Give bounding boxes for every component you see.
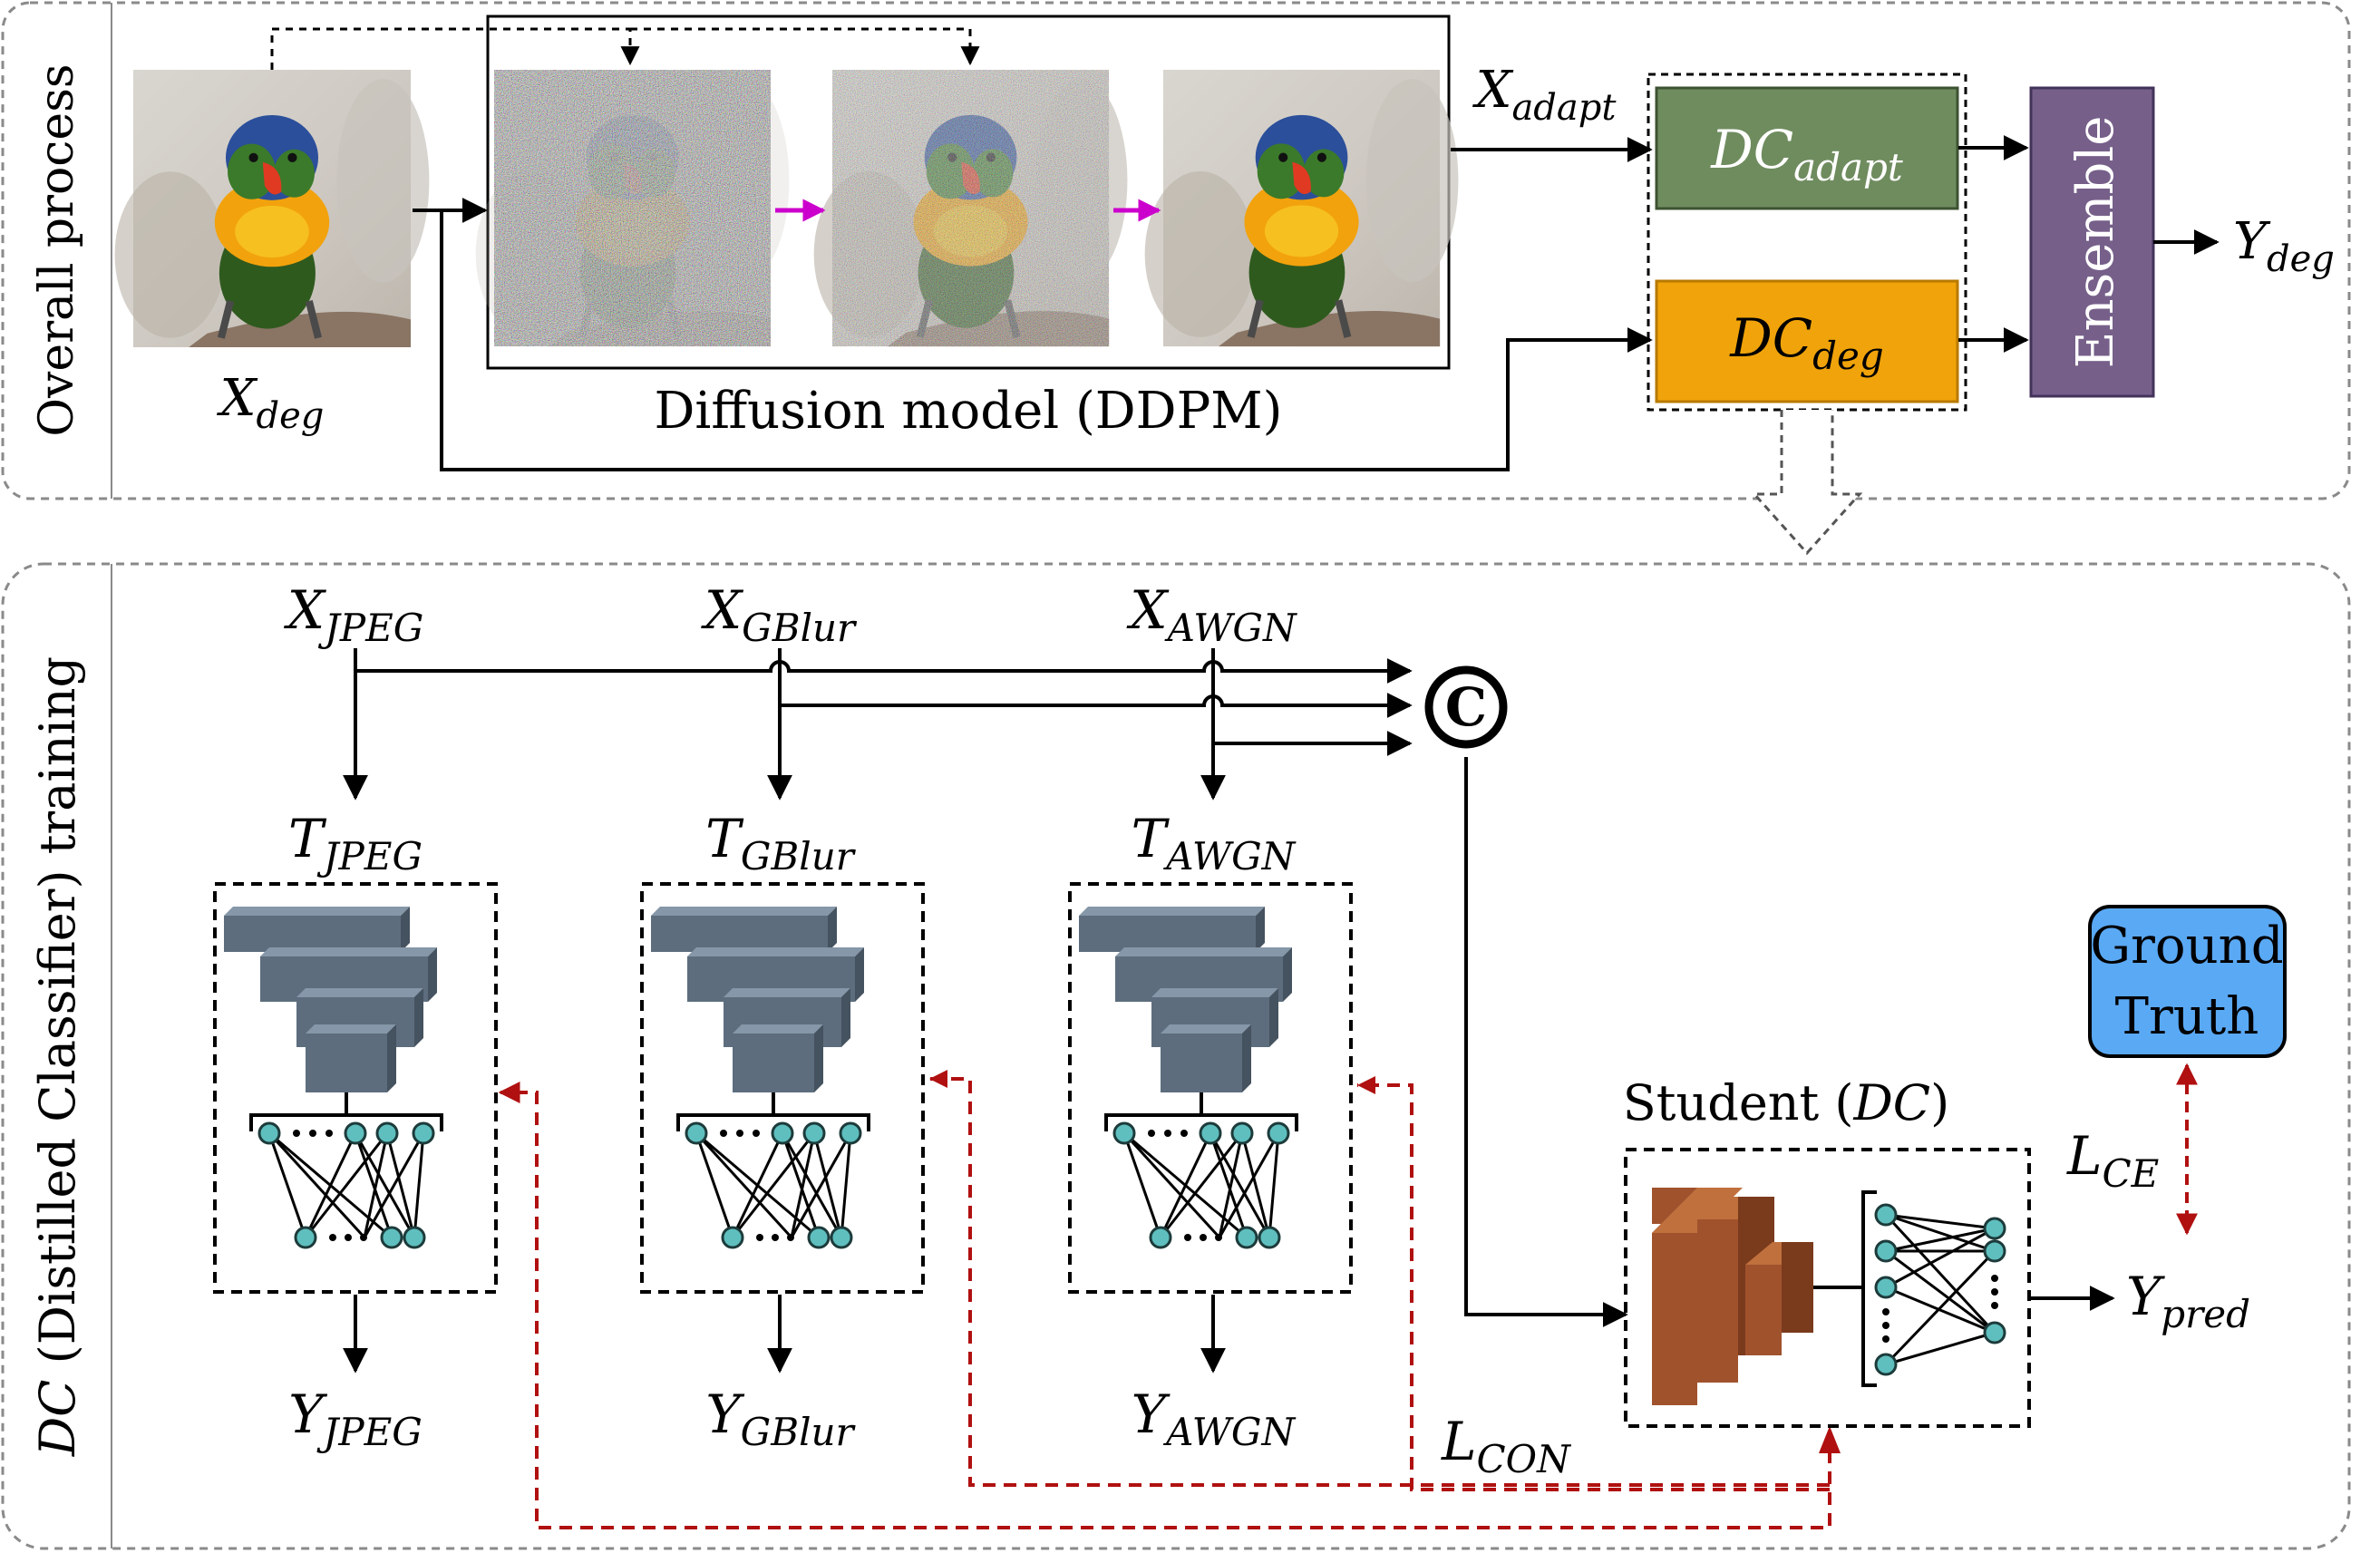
label-x-deg: Xdeg (217, 369, 325, 437)
ensemble-label: Ensemble (2066, 116, 2125, 369)
arrow-xdeg-to-dcdeg (440, 210, 1653, 471)
teacher-net-gblur (649, 905, 870, 1249)
expand-arrow (1751, 410, 1863, 556)
ground-truth-label-2: Truth (2115, 987, 2259, 1046)
teacher-net-jpeg (222, 905, 443, 1249)
concat-routing (343, 648, 1413, 801)
dc-group-box (1647, 73, 1967, 412)
label-y-awgn: YAWGN (1132, 1383, 1297, 1454)
concat-symbol-label: C (1445, 676, 1487, 738)
overall-panel-label: Overall process (30, 63, 84, 436)
training-panel-frame (1, 562, 2351, 1550)
concat-symbol (1424, 665, 1508, 749)
adapted-image (1145, 70, 1459, 346)
label-l-ce: LCE (2066, 1125, 2159, 1196)
dc-deg-box (1655, 279, 1959, 403)
student-net (1652, 1188, 2006, 1405)
label-x-gblur: XGBlur (701, 579, 858, 650)
ground-truth-label-1: Ground (2090, 917, 2283, 975)
dc-deg-label: DCdeg (1729, 307, 1884, 378)
teacher-net-awgn (1077, 905, 1298, 1249)
loss-arrowhead-student (1819, 1426, 1841, 1453)
loss-arrowhead-gblur (929, 1070, 947, 1088)
label-y-pred: Ypred (2126, 1266, 2250, 1336)
label-y-gblur: YGBlur (705, 1383, 856, 1454)
label-t-awgn: TAWGN (1132, 808, 1297, 878)
ensemble-box (2029, 86, 2155, 398)
dashed-arrow-to-noise-2 (630, 27, 980, 66)
ddpm-label: Diffusion model (DDPM) (655, 382, 1283, 441)
label-t-jpeg: TJPEG (288, 808, 423, 878)
arrow-concat-to-student (1464, 757, 1628, 1327)
dc-adapt-label: DCadapt (1710, 119, 1903, 189)
loss-arrowhead-awgn (1357, 1076, 1375, 1094)
input-image-xdeg (115, 70, 430, 347)
noisy-image-heavy (476, 70, 790, 346)
training-panel-label: DC (Distilled Classifier) training (29, 656, 86, 1457)
noisy-image-light (814, 70, 1128, 346)
label-l-con: LCON (1441, 1411, 1571, 1481)
label-t-gblur: TGBlur (705, 808, 857, 878)
label-y-deg: Ydeg (2233, 212, 2335, 280)
student-label: Student (DC) (1623, 1074, 1949, 1131)
overall-panel-frame (1, 1, 2351, 500)
student-box (1624, 1148, 2031, 1428)
dc-adapt-box (1655, 86, 1959, 210)
label-x-awgn: XAWGN (1126, 579, 1297, 650)
label-x-jpeg: XJPEG (284, 579, 424, 650)
label-x-adapt: Xadapt (1472, 61, 1617, 129)
dashed-arrow-to-noise-1 (270, 27, 640, 70)
ground-truth-box (2088, 905, 2287, 1058)
label-y-jpeg: YJPEG (288, 1383, 423, 1454)
loss-con-feedback (498, 1077, 1831, 1529)
